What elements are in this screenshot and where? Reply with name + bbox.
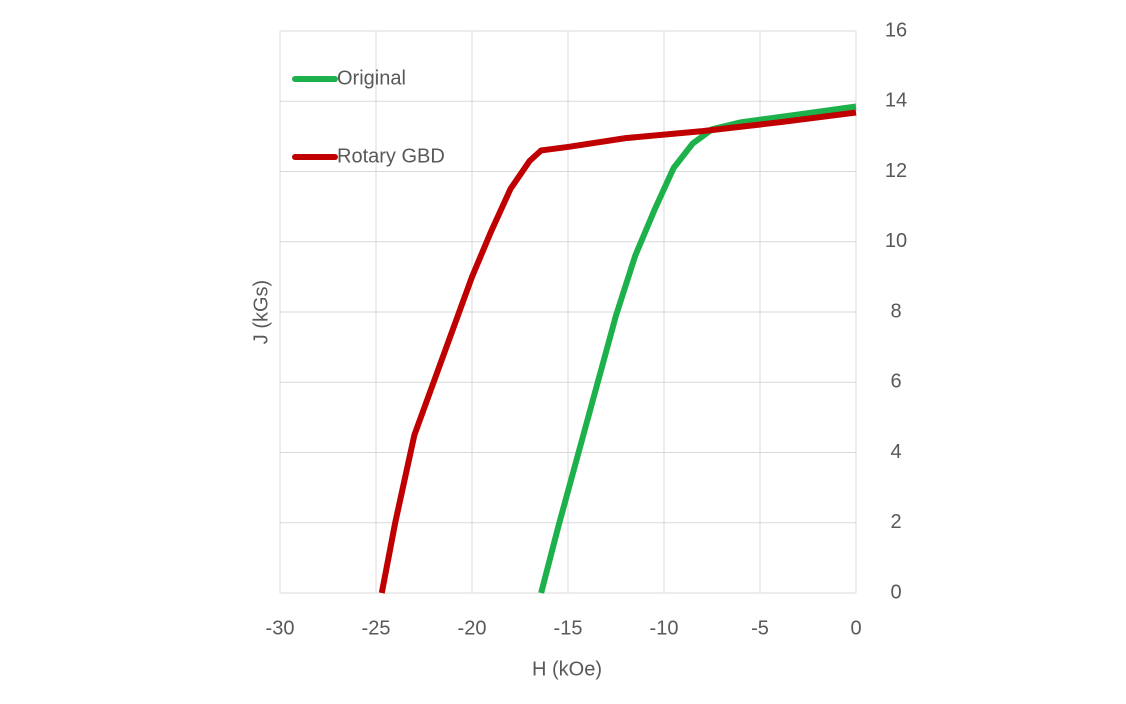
- legend-label: Rotary GBD: [337, 145, 445, 167]
- y-tick-label: 16: [885, 19, 907, 41]
- y-tick-label: 4: [890, 441, 901, 463]
- x-tick-label: -10: [650, 617, 679, 639]
- y-tick-label: 2: [890, 511, 901, 533]
- x-tick-label: -5: [751, 617, 769, 639]
- series-line: [538, 103, 857, 594]
- x-tick-label: -15: [554, 617, 583, 639]
- legend-label: Original: [337, 67, 406, 89]
- x-tick-label: -25: [362, 617, 391, 639]
- series-line: [378, 109, 857, 594]
- y-tick-label: 14: [885, 90, 907, 112]
- y-tick-label: 10: [885, 230, 907, 252]
- x-tick-label: -30: [266, 617, 295, 639]
- y-tick-label: 6: [890, 371, 901, 393]
- y-tick-label: 8: [890, 300, 901, 322]
- y-axis-label: J (kGs): [250, 280, 272, 344]
- x-axis-label: H (kOe): [532, 658, 602, 680]
- y-tick-label: 0: [890, 581, 901, 603]
- x-tick-label: 0: [850, 617, 861, 639]
- x-tick-label: -20: [458, 617, 487, 639]
- y-tick-label: 12: [885, 160, 907, 182]
